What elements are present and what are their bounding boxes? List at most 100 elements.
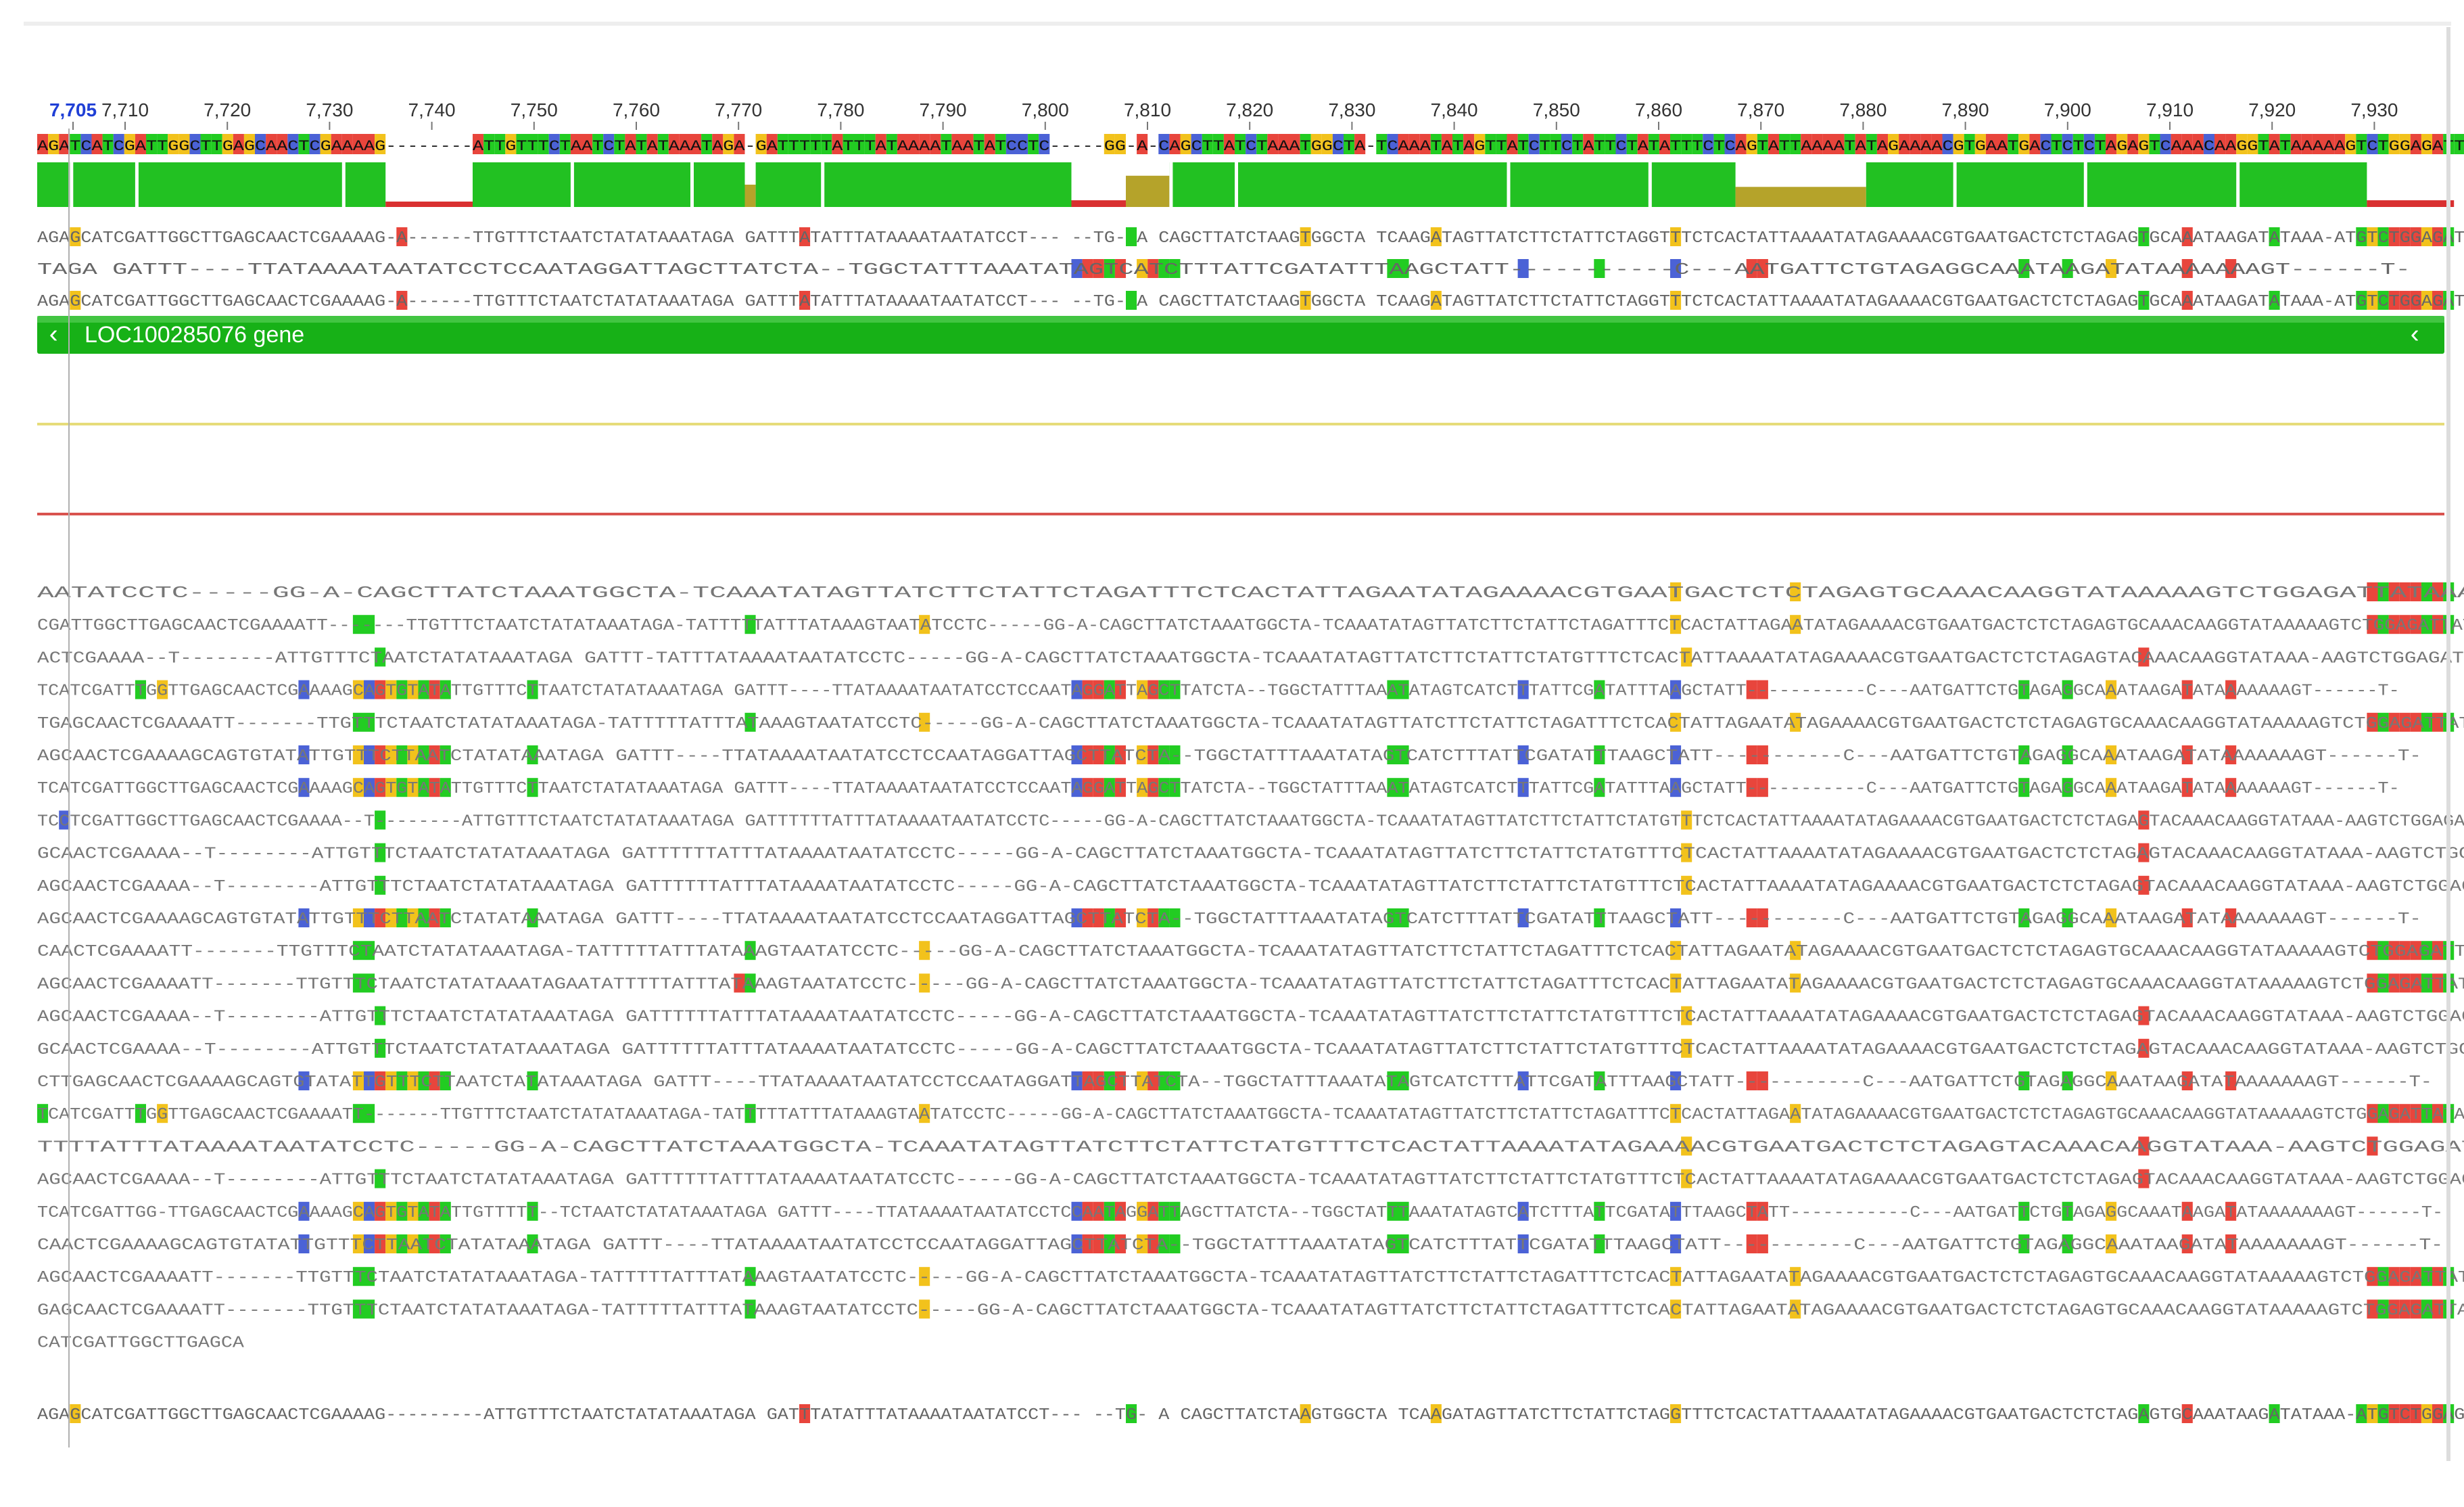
consensus-base bbox=[1235, 134, 1246, 154]
variant-highlight bbox=[2377, 291, 2389, 310]
variant-highlight bbox=[1746, 1201, 1757, 1221]
variant-highlight bbox=[2181, 1404, 2193, 1423]
variant-highlight bbox=[2367, 941, 2378, 960]
consensus-base bbox=[157, 134, 168, 154]
variant-highlight bbox=[1082, 259, 1093, 278]
variant-highlight bbox=[1093, 259, 1104, 278]
variant-highlight bbox=[407, 680, 419, 699]
variant-highlight bbox=[2388, 291, 2400, 310]
variant-highlight bbox=[2377, 227, 2389, 246]
consensus-base bbox=[973, 134, 985, 154]
variant-highlight bbox=[2410, 1404, 2421, 1423]
variant-highlight bbox=[375, 1169, 386, 1188]
read-row: CGATTGGCTTGAGCAACTCGAAAATT-------TTGTTTC… bbox=[37, 615, 2464, 635]
gene-annotation-highlight bbox=[37, 316, 2444, 323]
variant-highlight bbox=[919, 941, 930, 960]
consensus-base bbox=[2203, 134, 2214, 154]
consensus-base bbox=[723, 134, 734, 154]
consensus-base bbox=[1855, 134, 1866, 154]
ruler-tick-label: 7,830 bbox=[1328, 99, 1375, 120]
vertical-scrollbar[interactable] bbox=[2446, 27, 2450, 1461]
variant-highlight bbox=[2367, 227, 2378, 246]
consensus-base bbox=[189, 134, 201, 154]
variant-highlight bbox=[744, 1267, 756, 1286]
variant-highlight bbox=[1387, 908, 1398, 927]
consensus-base bbox=[352, 134, 364, 154]
gene-annotation-bar[interactable] bbox=[37, 316, 2444, 354]
read-row: AGCAACTCGAAAAGCAGTGTATATTGTTTCTTAATCTATA… bbox=[37, 908, 2421, 929]
variant-highlight bbox=[418, 1071, 429, 1090]
consensus-base bbox=[657, 134, 669, 154]
variant-highlight bbox=[1114, 1234, 1126, 1253]
variant-highlight bbox=[1398, 259, 1409, 278]
variant-highlight bbox=[1746, 1071, 1757, 1090]
ruler-tick-label: 7,720 bbox=[204, 99, 251, 120]
variant-highlight bbox=[364, 778, 375, 797]
variant-highlight bbox=[1158, 259, 1170, 278]
variant-highlight bbox=[2181, 227, 2193, 246]
chevron-left-icon: ‹ bbox=[2407, 321, 2423, 350]
consensus-base bbox=[277, 134, 288, 154]
variant-highlight bbox=[2367, 1104, 2378, 1123]
variant-highlight bbox=[375, 1071, 386, 1090]
variant-highlight bbox=[2410, 615, 2421, 634]
variant-highlight bbox=[440, 1201, 451, 1221]
coverage-gap bbox=[690, 162, 694, 207]
consensus-base bbox=[995, 134, 1006, 154]
read-row: TCATCGATTTGGTTGAGCAACTCGAAAAGCAGTGTATATT… bbox=[37, 680, 2400, 701]
variant-highlight bbox=[1158, 1071, 1170, 1090]
variant-highlight bbox=[135, 1104, 146, 1123]
variant-highlight bbox=[396, 1071, 408, 1090]
consensus-base bbox=[1474, 134, 1486, 154]
consensus-base bbox=[505, 134, 517, 154]
consensus-base bbox=[897, 134, 908, 154]
sequence-text: AGCAACTCGAAAAGCAGTGTATATTGTTTCTTAATCTATA… bbox=[37, 747, 2421, 766]
variant-highlight bbox=[1147, 1234, 1159, 1253]
variant-highlight bbox=[1093, 745, 1104, 764]
gene-annotation-track[interactable]: ‹ LOC100285076 gene ‹ bbox=[37, 316, 2444, 354]
variant-highlight bbox=[2367, 582, 2378, 601]
variant-highlight bbox=[1430, 227, 1442, 246]
variant-highlight bbox=[1681, 647, 1692, 667]
consensus-base bbox=[962, 134, 974, 154]
variant-highlight bbox=[1387, 680, 1398, 699]
variant-highlight bbox=[2356, 227, 2367, 246]
coverage-track bbox=[37, 162, 2455, 207]
variant-highlight bbox=[418, 1234, 429, 1253]
variant-highlight bbox=[2421, 1267, 2432, 1286]
variant-highlight bbox=[1114, 778, 1126, 797]
variant-highlight bbox=[2181, 1201, 2193, 1221]
variant-highlight bbox=[2399, 291, 2411, 310]
ruler-tick-label: 7,710 bbox=[101, 99, 149, 120]
variant-highlight bbox=[364, 1071, 375, 1090]
variant-highlight bbox=[1430, 291, 1442, 310]
variant-highlight bbox=[364, 941, 375, 960]
variant-highlight bbox=[1517, 1201, 1529, 1221]
variant-highlight bbox=[1104, 745, 1115, 764]
variant-highlight bbox=[1517, 745, 1529, 764]
variant-highlight bbox=[919, 712, 930, 732]
coverage-gap bbox=[1169, 162, 1173, 207]
variant-highlight bbox=[1104, 259, 1115, 278]
variant-highlight bbox=[2367, 973, 2378, 993]
variant-highlight bbox=[1746, 1234, 1757, 1253]
variant-highlight bbox=[919, 1104, 930, 1123]
consensus-base bbox=[1637, 134, 1649, 154]
variant-highlight bbox=[418, 908, 429, 927]
consensus-base bbox=[908, 134, 920, 154]
read-row: CTTGAGCAACTCGAAAAGCAGTGTATATTGTTTCTTAATC… bbox=[37, 1071, 2432, 1092]
variant-highlight bbox=[799, 1404, 811, 1423]
consensus-base bbox=[91, 134, 103, 154]
consensus-base bbox=[1528, 134, 1540, 154]
consensus-base bbox=[1137, 134, 1148, 154]
variant-highlight bbox=[1670, 1071, 1682, 1090]
variant-highlight bbox=[2377, 973, 2389, 993]
variant-highlight bbox=[1746, 778, 1757, 797]
sequence-text: GAGCAACTCGAAAATT-------TTGTTTCTAATCTATAT… bbox=[37, 1301, 2464, 1320]
consensus-base bbox=[1670, 134, 1682, 154]
sequence-text: TCATCGATTTGGTTGAGCAACTCGAAAATT-------TTG… bbox=[37, 1106, 2464, 1124]
read-row: TCATCGATTTGGTTGAGCAACTCGAAAATT-------TTG… bbox=[37, 1104, 2464, 1124]
consensus-base bbox=[1169, 134, 1181, 154]
variant-highlight bbox=[1093, 778, 1104, 797]
